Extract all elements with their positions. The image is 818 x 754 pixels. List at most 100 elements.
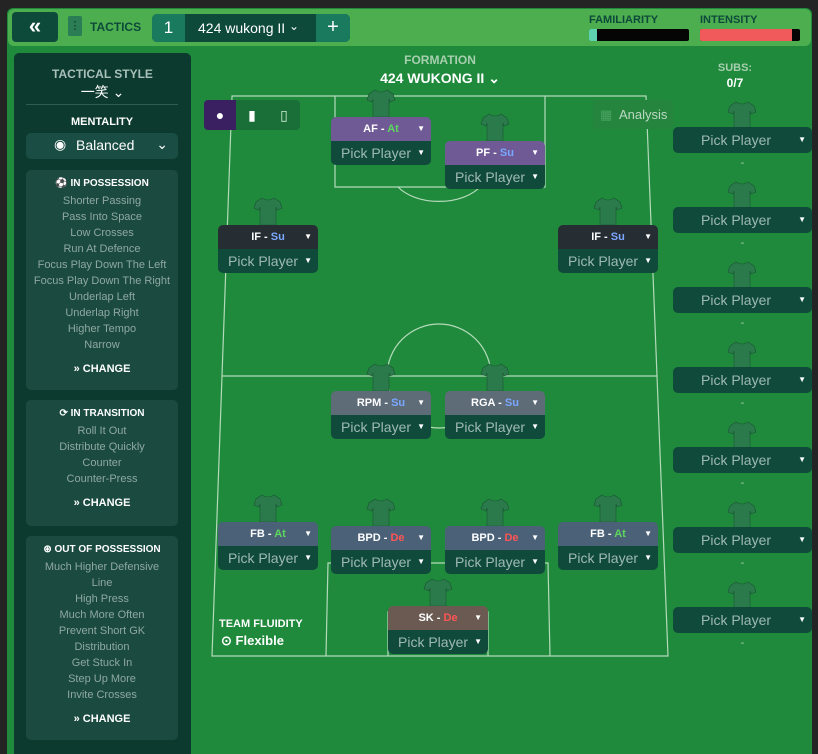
tactic-number[interactable]: 1 bbox=[152, 14, 185, 42]
role-select[interactable]: RPM - Su ▼ bbox=[331, 391, 431, 415]
caret-down-icon: ▼ bbox=[474, 613, 482, 622]
role-select[interactable]: FB - At ▼ bbox=[218, 522, 318, 546]
pick-player-select[interactable]: Pick Player ▼ bbox=[558, 546, 658, 570]
role-select[interactable]: BPD - De ▼ bbox=[445, 526, 545, 550]
mentality-select[interactable]: ◉ Balanced ⌄ bbox=[26, 133, 178, 159]
role-select[interactable]: RGA - Su ▼ bbox=[445, 391, 545, 415]
out-of-possession-change-button[interactable]: » CHANGE bbox=[73, 713, 131, 725]
in-possession-change-button[interactable]: » CHANGE bbox=[73, 363, 131, 375]
pick-player-select[interactable]: Pick Player ▼ bbox=[445, 415, 545, 439]
position-slot[interactable]: AF - At ▼ Pick Player ▼ bbox=[331, 89, 431, 165]
sub-slot[interactable]: Pick Player ▼ - bbox=[673, 501, 812, 569]
caret-down-icon: ▼ bbox=[531, 557, 539, 566]
pick-player-select[interactable]: Pick Player ▼ bbox=[558, 249, 658, 273]
sub-pick-player-select[interactable]: Pick Player ▼ bbox=[673, 527, 812, 553]
tactic-info-icon[interactable]: ▯ bbox=[280, 107, 288, 123]
pitch-outline bbox=[211, 95, 669, 657]
familiarity-bar[interactable] bbox=[589, 29, 689, 41]
sub-slot[interactable]: Pick Player ▼ - bbox=[673, 101, 812, 169]
add-tactic-button[interactable]: + bbox=[316, 14, 350, 42]
analysis-button[interactable]: ▦ Analysis bbox=[593, 100, 673, 129]
bar-chart-icon[interactable]: ▮ bbox=[248, 107, 256, 123]
subs-label: SUBS: bbox=[717, 62, 753, 74]
change-label: CHANGE bbox=[82, 713, 131, 725]
position-slot[interactable]: IF - Su ▼ Pick Player ▼ bbox=[218, 197, 318, 273]
position-slot[interactable]: BPD - De ▼ Pick Player ▼ bbox=[331, 498, 431, 574]
instruction-item: Counter bbox=[82, 457, 122, 469]
duty-name: Su bbox=[391, 397, 406, 409]
role-select[interactable]: BPD - De ▼ bbox=[331, 526, 431, 550]
shirt-icon bbox=[592, 492, 624, 524]
pick-player-label: Pick Player bbox=[701, 372, 772, 388]
position-slot[interactable]: PF - Su ▼ Pick Player ▼ bbox=[445, 113, 545, 189]
pick-player-select[interactable]: Pick Player ▼ bbox=[331, 415, 431, 439]
tactical-style-select[interactable]: 一笑 ⌄ bbox=[14, 82, 191, 102]
pick-player-label: Pick Player bbox=[341, 419, 412, 435]
sub-slot[interactable]: Pick Player ▼ - bbox=[673, 261, 812, 329]
position-slot[interactable]: BPD - De ▼ Pick Player ▼ bbox=[445, 498, 545, 574]
sub-pick-player-select[interactable]: Pick Player ▼ bbox=[673, 127, 812, 153]
shirt-icon bbox=[479, 361, 511, 393]
pick-player-select[interactable]: Pick Player ▼ bbox=[388, 630, 488, 654]
sub-pick-player-select[interactable]: Pick Player ▼ bbox=[673, 447, 812, 473]
role-select[interactable]: PF - Su ▼ bbox=[445, 141, 545, 165]
mentality-value[interactable]: Balanced bbox=[76, 137, 135, 153]
team-fluidity-value[interactable]: ⊙ Flexible bbox=[221, 633, 284, 649]
sub-slot[interactable]: Pick Player ▼ - bbox=[673, 181, 812, 249]
role-name: PF bbox=[476, 147, 491, 159]
position-slot[interactable]: FB - At ▼ Pick Player ▼ bbox=[558, 494, 658, 570]
formation-name[interactable]: 424 WUKONG II bbox=[380, 70, 485, 86]
caret-down-icon: ▼ bbox=[417, 398, 425, 407]
pick-player-label: Pick Player bbox=[568, 550, 639, 566]
role-select[interactable]: IF - Su ▼ bbox=[558, 225, 658, 249]
sub-pick-player-select[interactable]: Pick Player ▼ bbox=[673, 367, 812, 393]
in-transition-change-button[interactable]: » CHANGE bbox=[73, 497, 131, 509]
player-view-icon[interactable]: ● bbox=[204, 100, 236, 130]
sub-pick-player-select[interactable]: Pick Player ▼ bbox=[673, 607, 812, 633]
pick-player-select[interactable]: Pick Player ▼ bbox=[218, 546, 318, 570]
sub-pick-player-select[interactable]: Pick Player ▼ bbox=[673, 207, 812, 233]
shirt-icon bbox=[726, 99, 758, 131]
pick-player-select[interactable]: Pick Player ▼ bbox=[218, 249, 318, 273]
position-slot[interactable]: SK - De ▼ Pick Player ▼ bbox=[388, 578, 488, 654]
position-slot[interactable]: FB - At ▼ Pick Player ▼ bbox=[218, 494, 318, 570]
pick-player-select[interactable]: Pick Player ▼ bbox=[331, 141, 431, 165]
transition-icon: ⟳ bbox=[59, 408, 68, 419]
tactic-selector[interactable]: 1 424 wukong II ⌄ + bbox=[152, 14, 350, 42]
sub-slot[interactable]: Pick Player ▼ - bbox=[673, 421, 812, 489]
shirt-icon bbox=[365, 361, 397, 393]
chevron-down-icon[interactable]: ⌄ bbox=[289, 19, 300, 33]
role-select[interactable]: AF - At ▼ bbox=[331, 117, 431, 141]
divider bbox=[26, 104, 178, 105]
position-slot[interactable]: IF - Su ▼ Pick Player ▼ bbox=[558, 197, 658, 273]
tactical-style-value[interactable]: 一笑 bbox=[80, 84, 109, 100]
position-slot[interactable]: RGA - Su ▼ Pick Player ▼ bbox=[445, 363, 545, 439]
back-button[interactable]: « bbox=[12, 12, 58, 42]
position-slot[interactable]: RPM - Su ▼ Pick Player ▼ bbox=[331, 363, 431, 439]
shirt-icon bbox=[479, 496, 511, 528]
pick-player-label: Pick Player bbox=[455, 419, 526, 435]
sub-slot[interactable]: Pick Player ▼ - bbox=[673, 341, 812, 409]
duty-name: At bbox=[274, 528, 286, 540]
pick-player-select[interactable]: Pick Player ▼ bbox=[331, 550, 431, 574]
sub-pick-player-select[interactable]: Pick Player ▼ bbox=[673, 287, 812, 313]
formation-select[interactable]: 424 WUKONG II ⌄ bbox=[340, 70, 540, 87]
familiarity-fill bbox=[589, 29, 597, 41]
fluidity-text: Flexible bbox=[235, 633, 284, 648]
role-select[interactable]: FB - At ▼ bbox=[558, 522, 658, 546]
duty-name: Su bbox=[499, 147, 514, 159]
instruction-item: Focus Play Down The Left bbox=[37, 259, 167, 271]
intensity-bar[interactable] bbox=[700, 29, 800, 41]
change-label: CHANGE bbox=[82, 363, 131, 375]
sub-slot[interactable]: Pick Player ▼ - bbox=[673, 581, 812, 649]
pick-player-select[interactable]: Pick Player ▼ bbox=[445, 550, 545, 574]
instruction-item: Counter-Press bbox=[66, 473, 138, 485]
subs-count: 0/7 bbox=[726, 76, 744, 90]
role-select[interactable]: SK - De ▼ bbox=[388, 606, 488, 630]
role-select[interactable]: IF - Su ▼ bbox=[218, 225, 318, 249]
shirt-icon bbox=[726, 259, 758, 291]
shirt-icon bbox=[479, 111, 511, 143]
pick-player-select[interactable]: Pick Player ▼ bbox=[445, 165, 545, 189]
caret-down-icon: ▼ bbox=[531, 148, 539, 157]
tactic-name[interactable]: 424 wukong II bbox=[198, 20, 286, 36]
